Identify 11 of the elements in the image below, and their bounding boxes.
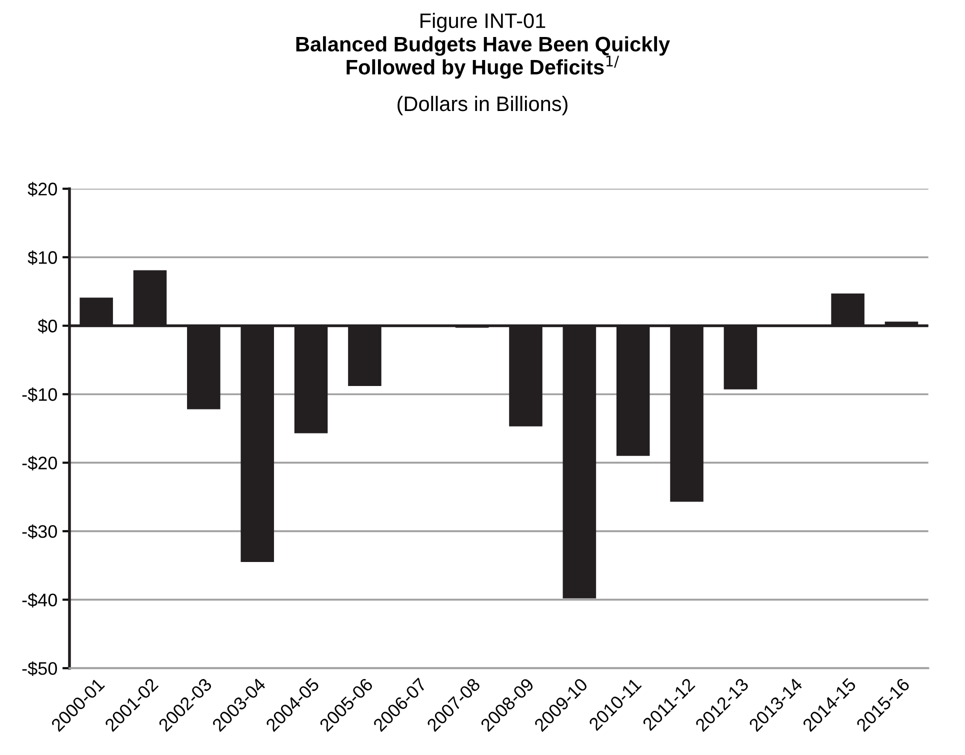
y-tick-label: -$10 (22, 387, 57, 402)
y-tick-label: -$20 (22, 456, 57, 470)
y-tick-label: -$50 (22, 661, 57, 676)
y-tick-label: $0 (38, 318, 57, 334)
y-tick-label: -$40 (22, 592, 57, 608)
chart-title: Figure INT-01 (420, 12, 546, 32)
text: (Dollars in Billions) (398, 96, 568, 116)
chart-subtitle: Balanced Budgets Have Been Quickly Followed by Huge Deficits$^{1/}$ (296, 36, 670, 79)
y-tick-label: -$30 (22, 524, 57, 539)
y-tick-label: $20 (28, 182, 57, 197)
y-tick-label: $10 (28, 250, 57, 266)
